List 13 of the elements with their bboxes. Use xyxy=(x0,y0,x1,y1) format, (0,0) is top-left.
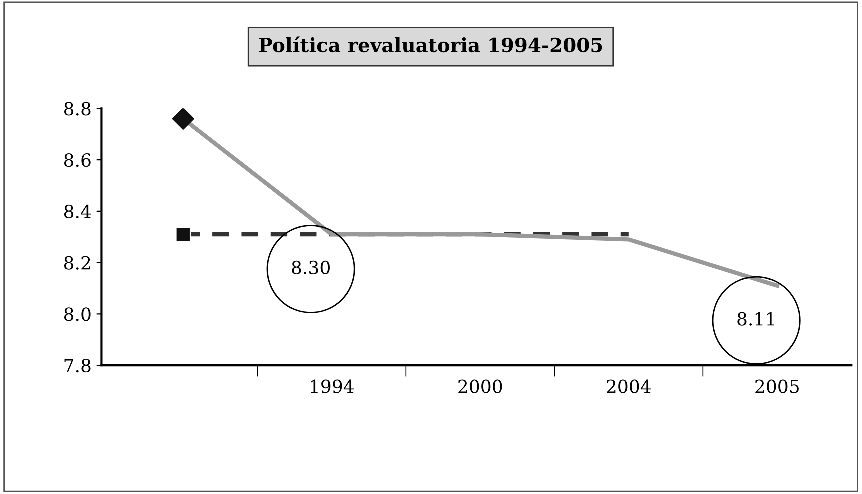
x-tick-label: 2005 xyxy=(756,380,799,394)
y-tick-label: 8.6 xyxy=(64,154,91,168)
y-tick-label: 8.0 xyxy=(64,308,91,322)
y-tick-label: 8.2 xyxy=(64,256,90,270)
y-tick-label: 8.4 xyxy=(64,204,92,219)
x-tick-label: 1994 xyxy=(311,380,354,394)
y-tick-label: 8.8 xyxy=(64,102,91,116)
annotation: 8.11 xyxy=(738,312,774,326)
x-tick-label: 2004 xyxy=(607,380,651,394)
x-tick-label: 2000 xyxy=(458,380,502,394)
annotation: 8.30 xyxy=(292,260,330,275)
y-tick-label: 7.8 xyxy=(64,359,91,373)
chart-title: Política revaluatoria 1994-2005 xyxy=(259,36,602,53)
